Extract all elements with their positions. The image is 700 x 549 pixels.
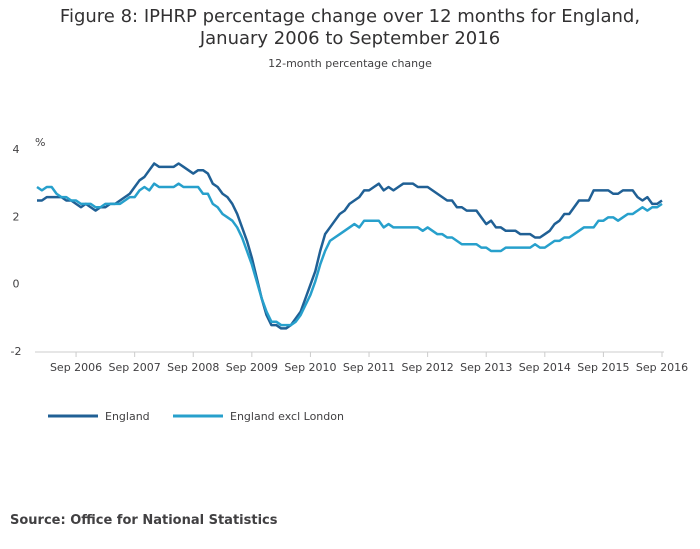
series-line [37, 162, 663, 330]
y-tick-label: 4 [13, 143, 20, 156]
chart-title: Figure 8: IPHRP percentage change over 1… [59, 6, 641, 49]
y-axis-label: % [35, 136, 45, 149]
x-tick-label: Sep 2007 [109, 361, 161, 374]
x-tick-label: Sep 2014 [519, 361, 571, 374]
y-tick-label: 0 [13, 278, 20, 291]
x-tick-label: Sep 2009 [226, 361, 278, 374]
x-tick-label: Sep 2013 [460, 361, 512, 374]
series-line [36, 182, 663, 327]
y-tick-label: -2 [11, 345, 22, 358]
x-tick-label: Sep 2011 [343, 361, 395, 374]
x-tick-label: Sep 2015 [577, 361, 629, 374]
x-tick-label: Sep 2012 [402, 361, 454, 374]
x-tick-label: Sep 2016 [636, 361, 688, 374]
legend-label: England [105, 410, 150, 423]
x-tick-label: Sep 2008 [167, 361, 219, 374]
legend-label: England excl London [230, 410, 344, 423]
x-tick-label: Sep 2006 [50, 361, 102, 374]
x-tick-label: Sep 2010 [284, 361, 336, 374]
source: Source: Office for National Statistics [10, 513, 278, 528]
y-tick-label: 2 [13, 210, 20, 223]
chart-subtitle: 12-month percentage change [268, 57, 432, 70]
